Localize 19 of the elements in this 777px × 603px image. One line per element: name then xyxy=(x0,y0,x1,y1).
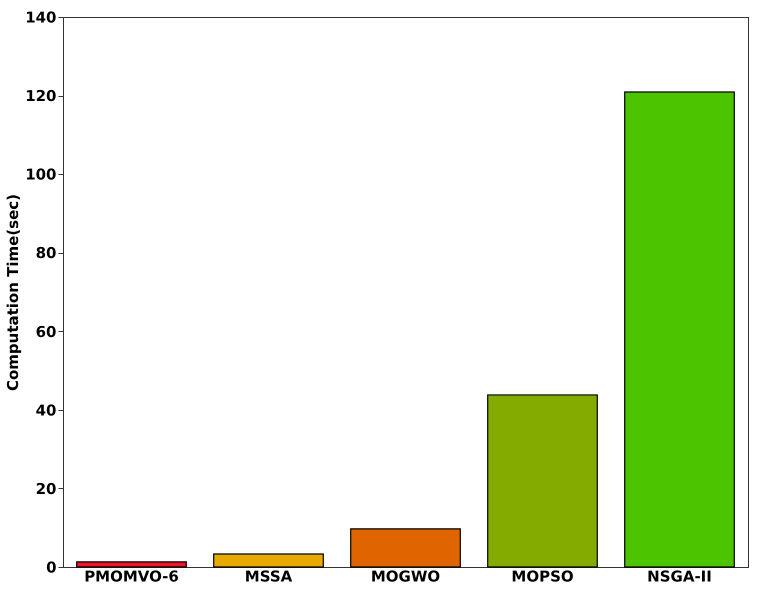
x-tick-label: NSGA-II xyxy=(647,568,712,586)
y-tick-label: 60 xyxy=(36,322,56,341)
bar xyxy=(624,91,735,568)
y-tick-label: 40 xyxy=(36,401,56,420)
y-tick-label: 0 xyxy=(46,558,56,576)
y-axis-title: Computation Time(sec) xyxy=(4,194,22,392)
bar xyxy=(213,553,324,568)
bar xyxy=(76,561,187,568)
x-tick-label: MOGWO xyxy=(370,568,440,586)
y-tick-label: 140 xyxy=(25,8,56,26)
y-tick-label: 20 xyxy=(36,480,56,498)
x-tick-label: MSSA xyxy=(244,568,293,586)
x-tick-label: PMOMVO-6 xyxy=(84,568,179,586)
x-tick-label: MOPSO xyxy=(511,568,574,586)
bar xyxy=(487,394,598,568)
y-tick-label: 100 xyxy=(25,166,56,184)
y-tick-label: 120 xyxy=(25,87,56,106)
bar xyxy=(350,528,461,568)
y-tick-label: 80 xyxy=(36,244,56,262)
